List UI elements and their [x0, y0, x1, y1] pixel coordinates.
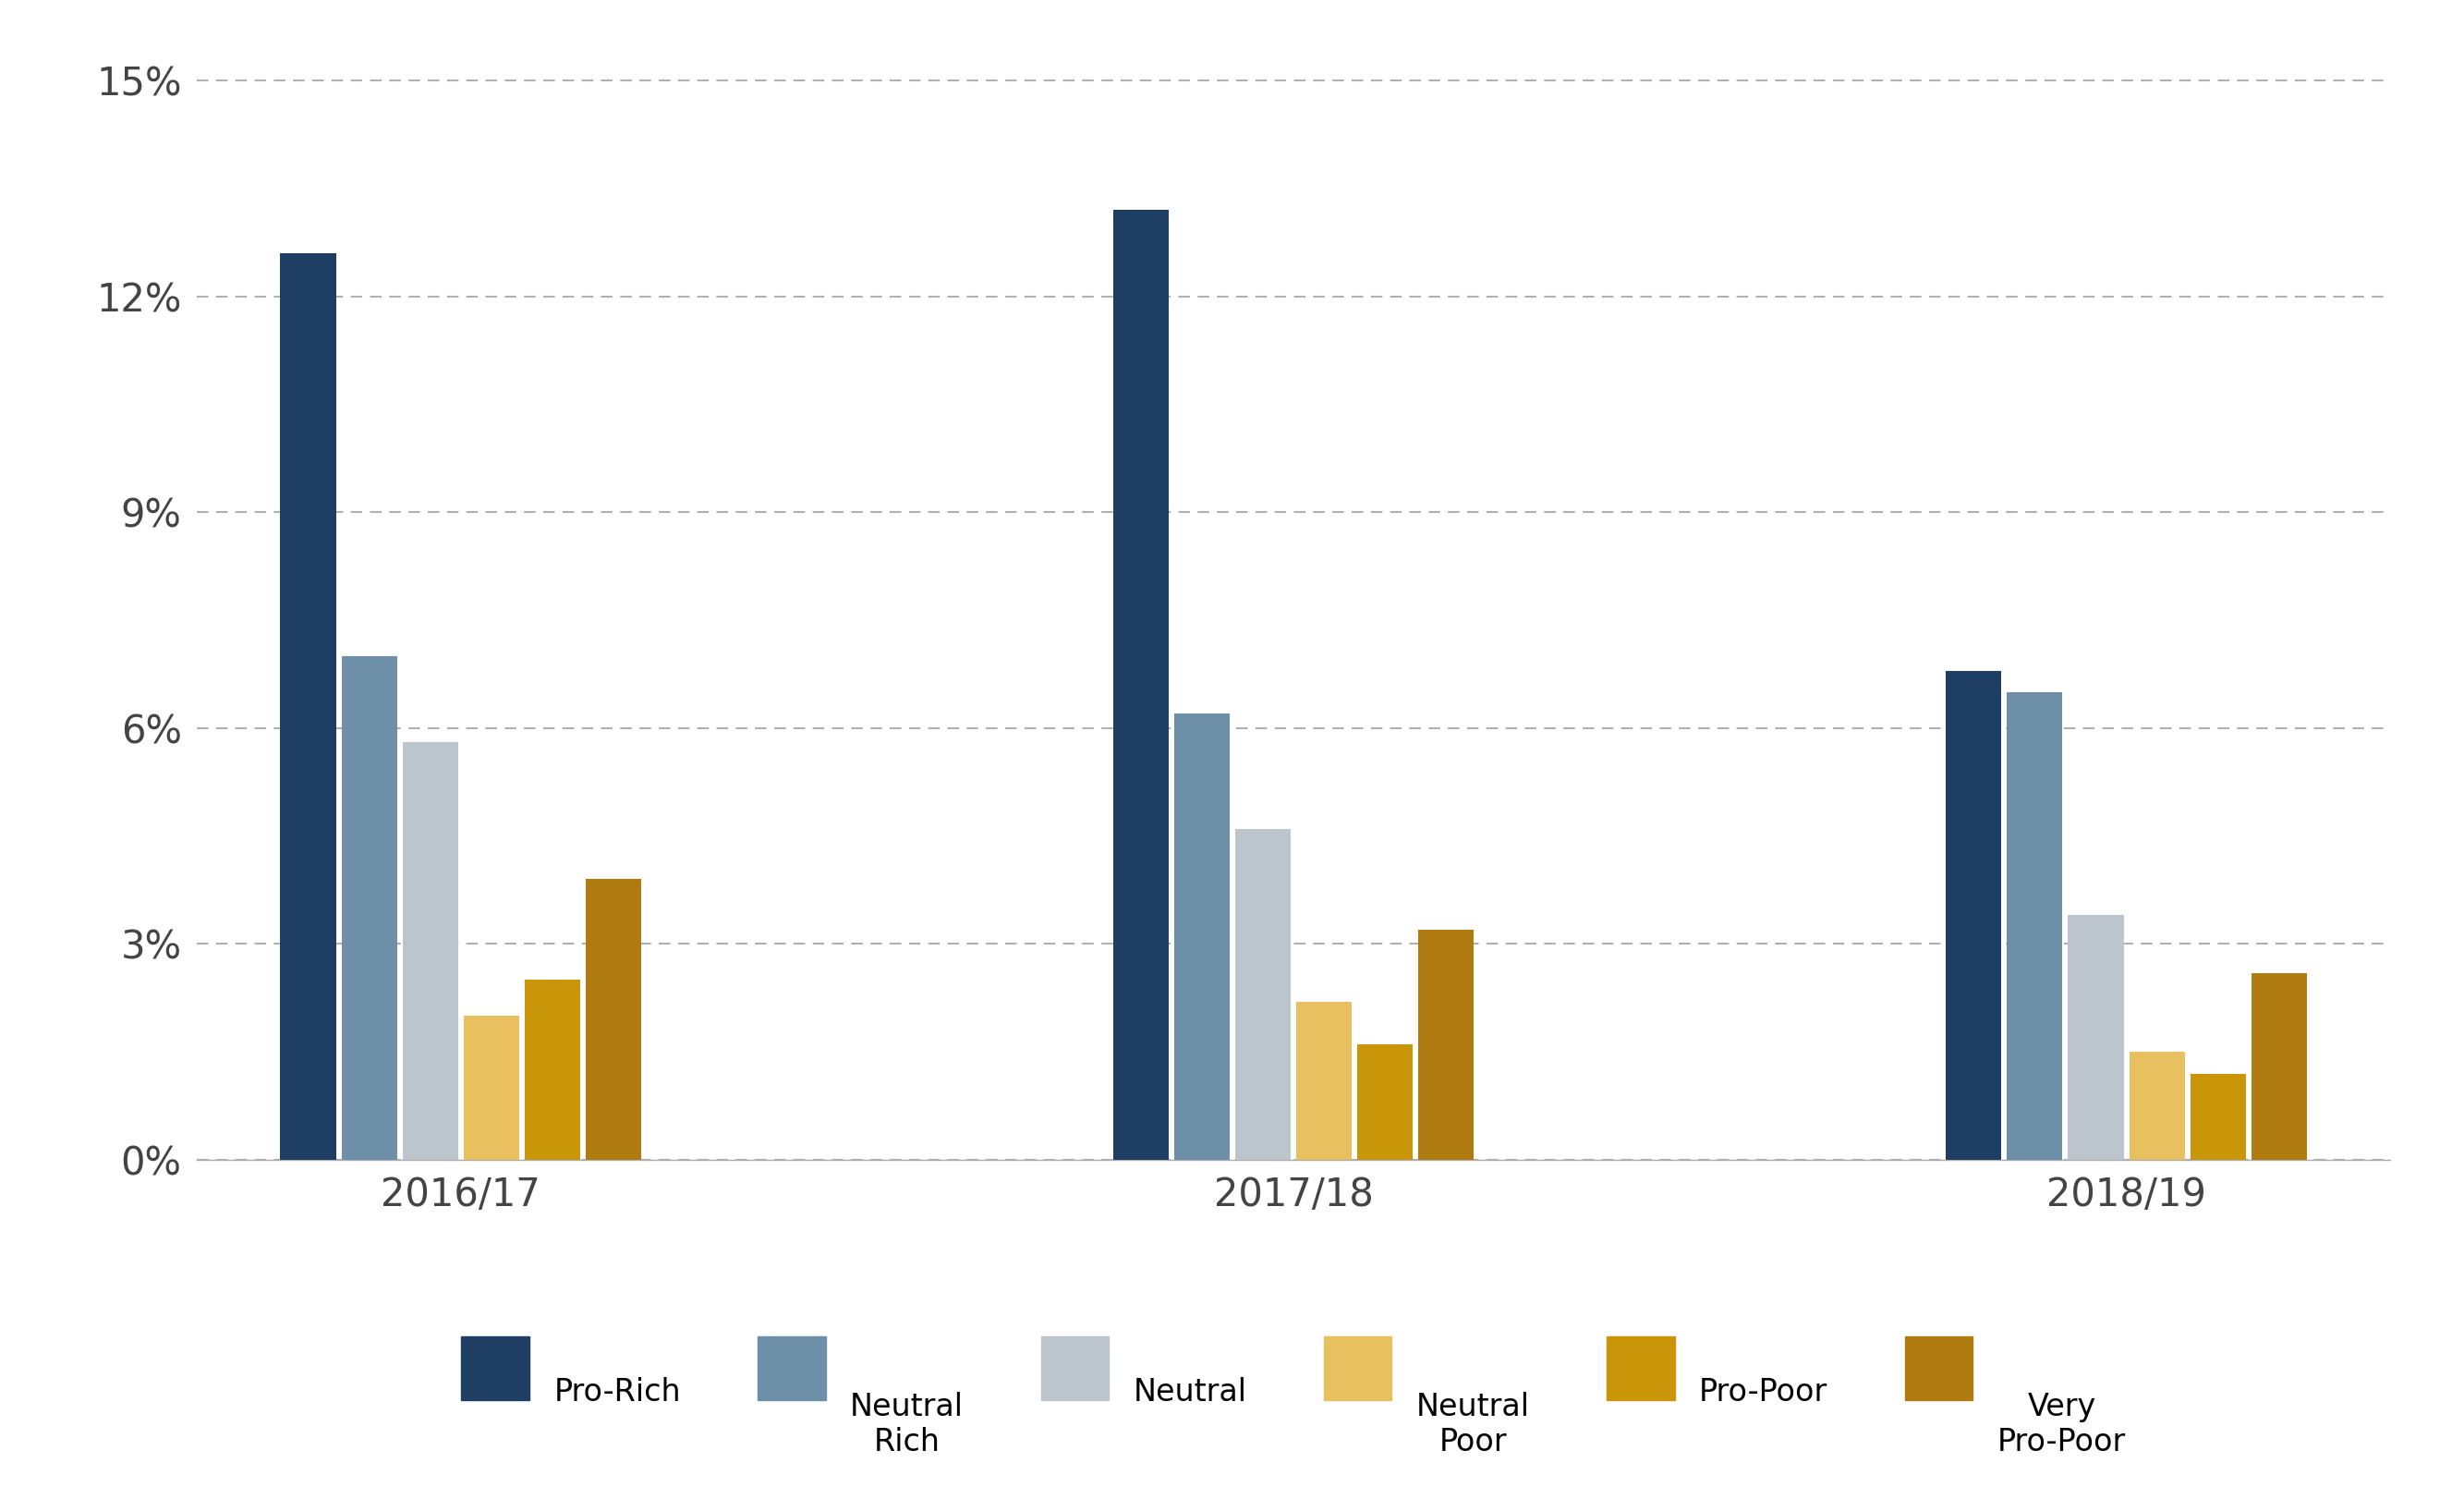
Bar	[1419, 929, 1473, 1160]
Bar	[1234, 828, 1291, 1160]
Bar	[1296, 1002, 1353, 1160]
Bar	[2067, 915, 2124, 1160]
Bar	[2252, 972, 2306, 1160]
Bar	[281, 253, 335, 1160]
Bar	[586, 879, 641, 1160]
Bar	[2190, 1074, 2245, 1160]
Bar	[1114, 210, 1168, 1160]
Bar	[2008, 691, 2062, 1160]
Bar	[1358, 1045, 1412, 1160]
Bar	[1947, 671, 2001, 1160]
Legend: Pro-Rich, Neutral
Rich, Neutral, Neutral
Poor, Pro-Poor, Very
Pro-Poor: Pro-Rich, Neutral Rich, Neutral, Neutral…	[448, 1320, 2139, 1413]
Bar	[463, 1016, 520, 1160]
Bar	[402, 742, 458, 1160]
Bar	[342, 656, 397, 1160]
Bar	[1175, 714, 1230, 1160]
Bar	[525, 980, 579, 1160]
Bar	[2129, 1051, 2186, 1160]
